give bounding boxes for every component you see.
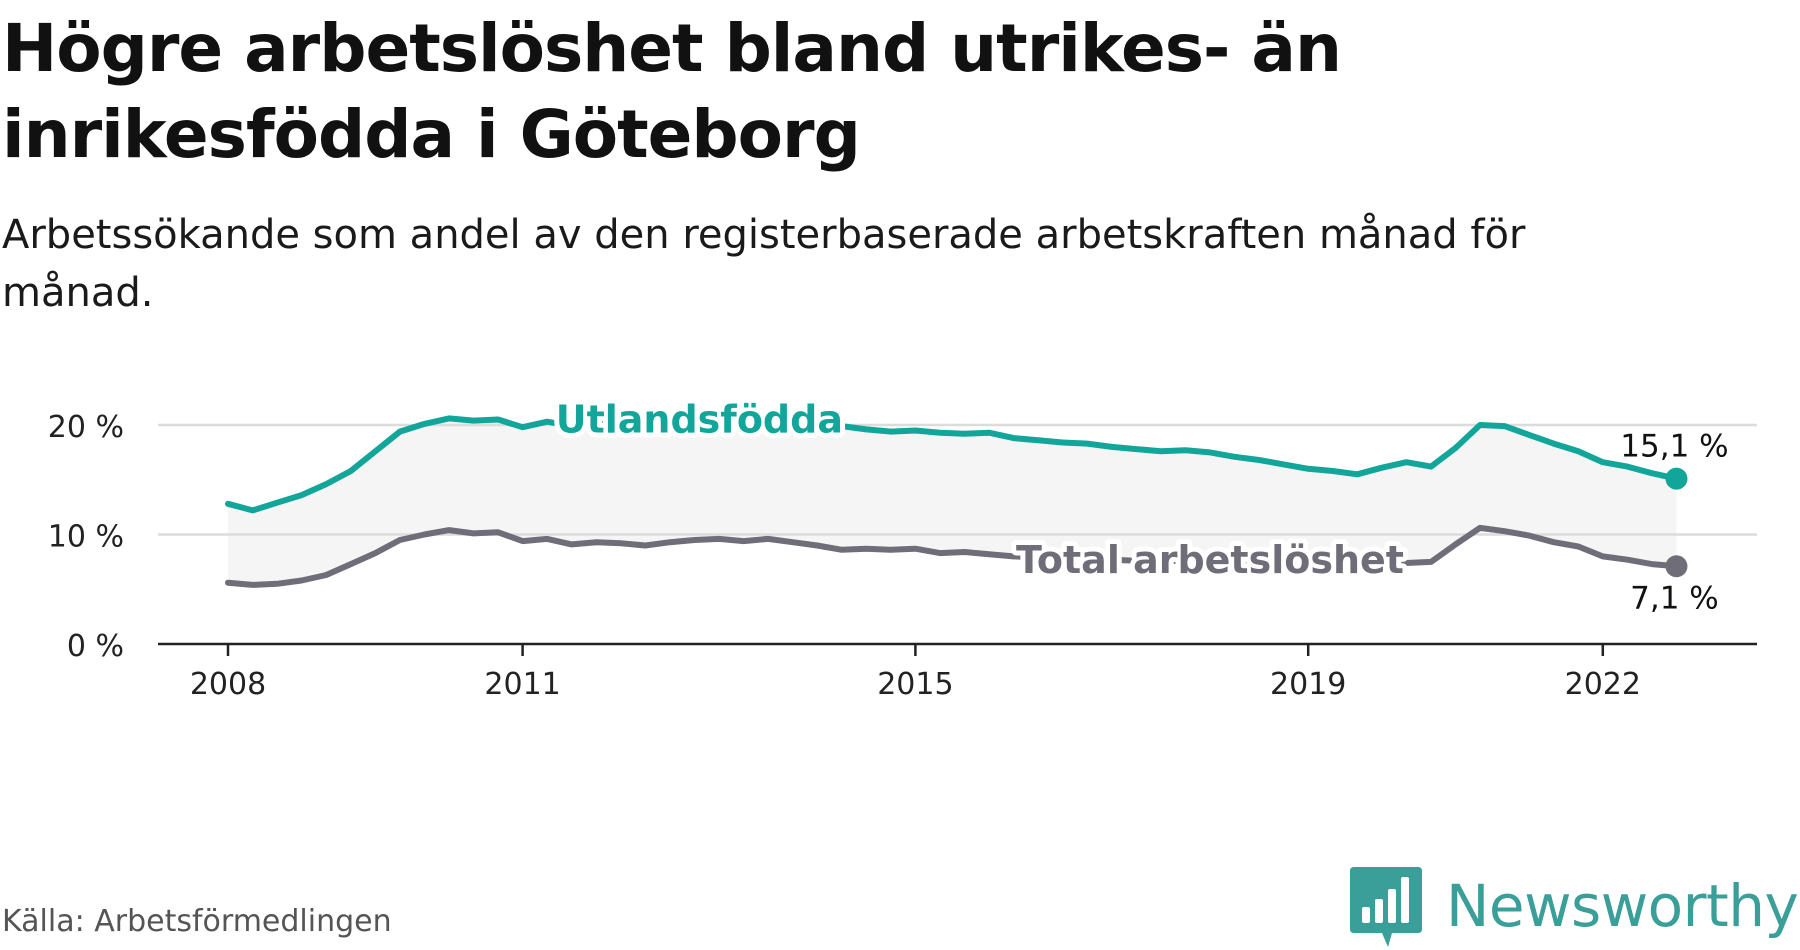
source-note: Källa: Arbetsförmedlingen bbox=[2, 904, 392, 939]
range-band-layer bbox=[228, 418, 1677, 585]
series-name-label: Total arbetslöshet bbox=[1016, 538, 1404, 582]
axes: 0 % 10 % 20 % 2008 2011 2015 2019 2022 bbox=[48, 410, 1757, 702]
series-name-label: Utlandsfödda bbox=[556, 398, 843, 442]
line-chart: 0 % 10 % 20 % 2008 2011 2015 2019 2022 15,1 % 7,… bbox=[47, 393, 1757, 702]
x-tick-label: 2019 bbox=[1270, 667, 1346, 702]
x-tick-label: 2008 bbox=[190, 667, 266, 702]
series-line-utlandsfodda bbox=[225, 415, 1680, 514]
x-tick-label: 2011 bbox=[484, 667, 560, 702]
y-tick-label: 20 % bbox=[48, 410, 124, 445]
y-tick-label: 10 % bbox=[48, 520, 124, 555]
chart-subtitle: Arbetssökande som andel av den registerb… bbox=[2, 212, 1526, 316]
series-end-point bbox=[1665, 467, 1688, 490]
brand-logo: Newsworthy bbox=[1348, 862, 1799, 950]
newsworthy-logo-icon bbox=[1350, 867, 1422, 947]
band-fill bbox=[228, 418, 1677, 585]
series-line-total bbox=[225, 524, 1680, 588]
y-tick-label: 0 % bbox=[67, 629, 124, 664]
series-end-label: 7,1 % bbox=[1630, 580, 1719, 616]
series-end-point bbox=[1665, 555, 1688, 578]
x-tick-label: 2022 bbox=[1565, 667, 1641, 702]
brand-name: Newsworthy bbox=[1446, 872, 1799, 940]
series-labels: 15,1 % 7,1 % Utlandsfödda Total arbetslöshe… bbox=[551, 393, 1729, 617]
chart-title: Högre arbetslöshet bland utrikes- än inr… bbox=[2, 10, 1342, 173]
x-tick-label: 2015 bbox=[877, 667, 953, 702]
series-lines bbox=[225, 415, 1688, 588]
series-end-label: 15,1 % bbox=[1620, 429, 1728, 465]
